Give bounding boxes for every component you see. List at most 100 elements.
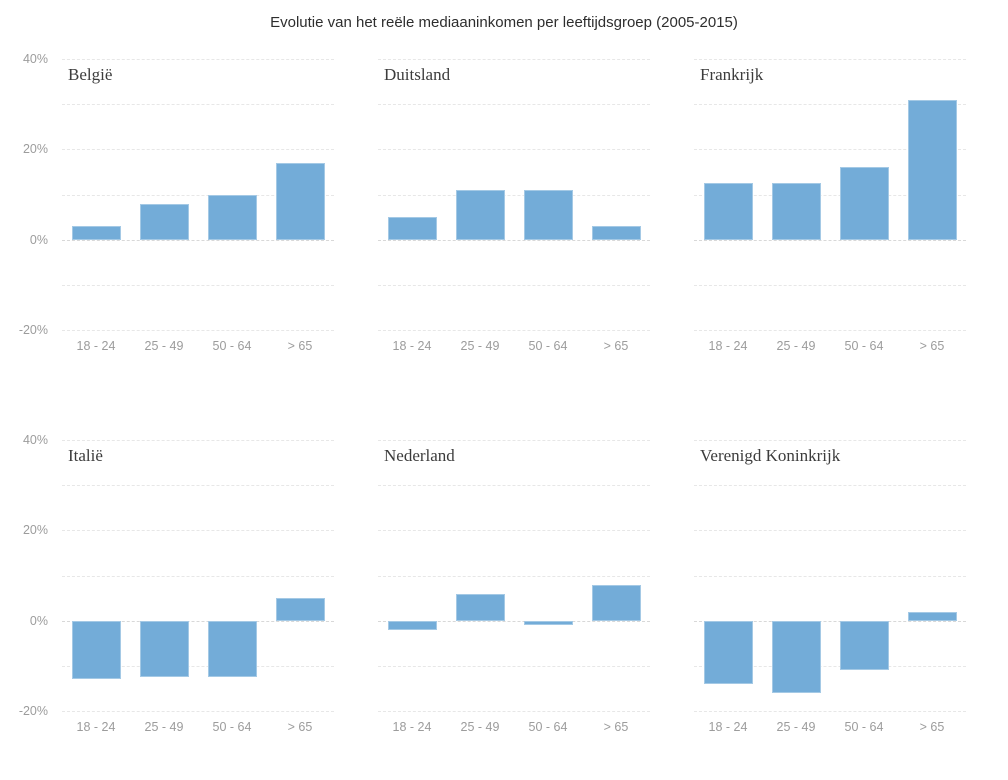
- x-tick-label: 25 - 49: [776, 720, 816, 734]
- x-axis-labels: 18 - 24 25 - 49 50 - 64 > 65: [62, 720, 334, 734]
- gridline-30: [378, 104, 650, 106]
- chart-row-top: 40% 20% 0% -20% België 18 - 24 25 - 49 50 - 6…: [0, 52, 1008, 353]
- x-tick-label: 50 - 64: [844, 720, 884, 734]
- panel-title: Nederland: [384, 446, 455, 465]
- x-tick-label: > 65: [603, 339, 629, 353]
- gridline--10: [378, 284, 650, 286]
- chart-panel-duitsland: Duitsland 18 - 24 25 - 49 50 - 64 > 65: [378, 59, 650, 353]
- y-tick-label: 40%: [22, 52, 48, 66]
- bar-65-2pct: [907, 611, 957, 621]
- gridline-40: [378, 440, 650, 441]
- x-tick-label: 50 - 64: [212, 720, 252, 734]
- x-axis-labels: 18 - 24 25 - 49 50 - 64 > 65: [694, 720, 966, 734]
- x-tick-label: 18 - 24: [708, 720, 748, 734]
- panel-title: Frankrijk: [700, 65, 764, 84]
- gridline-30: [62, 104, 334, 106]
- gridline--10: [694, 665, 966, 667]
- gridline--20: [694, 330, 966, 331]
- panel-title: Verenigd Koninkrijk: [700, 446, 841, 465]
- x-axis-labels: 18 - 24 25 - 49 50 - 64 > 65: [62, 339, 334, 353]
- x-tick-label: > 65: [919, 339, 945, 353]
- y-tick-label: 40%: [22, 433, 48, 447]
- gridline--10: [694, 284, 966, 286]
- chart-title: Evolutie van het reële mediaaninkomen pe…: [270, 14, 738, 31]
- zero-gridline: [62, 620, 334, 622]
- bar-65-3pct: [591, 226, 641, 240]
- gridline--10: [378, 665, 650, 667]
- x-tick-label: > 65: [287, 339, 313, 353]
- x-tick-label: > 65: [603, 720, 629, 734]
- bar-18-24--13pct: [71, 620, 121, 680]
- x-tick-label: 25 - 49: [144, 339, 184, 353]
- zero-gridline: [694, 239, 966, 241]
- plot-area: Italië: [62, 440, 334, 712]
- gridline-10: [694, 575, 966, 577]
- chart-row-bottom: 40% 20% 0% -20% Italië 18 - 24 25 - 49 50 - 6…: [0, 433, 1008, 734]
- bar-25-49--16pct: [771, 620, 821, 693]
- gridline--10: [62, 665, 334, 667]
- bar-25-49-11pct: [455, 189, 505, 240]
- gridline-30: [694, 104, 966, 106]
- gridline-20: [694, 530, 966, 532]
- gridline-10: [62, 575, 334, 577]
- bar-18-24-3pct: [71, 226, 121, 240]
- gridline-10: [378, 194, 650, 196]
- bar-50-64-11pct: [523, 189, 573, 240]
- bar-50-64--11pct: [839, 620, 889, 671]
- panel-title: Italië: [68, 446, 103, 465]
- gridline-20: [62, 530, 334, 532]
- bar-25-49-8pct: [139, 203, 189, 240]
- gridline--20: [694, 711, 966, 712]
- x-tick-label: 25 - 49: [776, 339, 816, 353]
- chart-panel-nederland: Nederland 18 - 24 25 - 49 50 - 64 > 65: [378, 440, 650, 734]
- gridline-10: [378, 575, 650, 577]
- y-axis-labels: 40% 20% 0% -20%: [0, 433, 50, 718]
- chart-panel-verenigd-koninkrijk: Verenigd Koninkrijk 18 - 24 25 - 49 50 - 6…: [694, 440, 966, 734]
- zero-gridline: [694, 620, 966, 622]
- zero-gridline: [378, 620, 650, 622]
- x-tick-label: 18 - 24: [708, 339, 748, 353]
- bar-25-49-6pct: [455, 593, 505, 621]
- gridline-10: [62, 194, 334, 196]
- gridline-40: [378, 59, 650, 60]
- gridline-30: [62, 485, 334, 487]
- panel-title: België: [68, 65, 113, 84]
- bar-18-24--2pct: [387, 620, 437, 630]
- gridline-40: [62, 59, 334, 60]
- gridline-30: [694, 485, 966, 487]
- plot-area: Verenigd Koninkrijk: [694, 440, 966, 712]
- plot-area: Duitsland: [378, 59, 650, 331]
- bar-50-64--1pct: [523, 620, 573, 626]
- gridline-40: [694, 59, 966, 60]
- bar-18-24-12.5pct: [703, 183, 753, 240]
- x-tick-label: 50 - 64: [528, 339, 568, 353]
- gridline-10: [694, 194, 966, 196]
- bar-50-64-16pct: [839, 167, 889, 240]
- x-tick-label: 25 - 49: [460, 339, 500, 353]
- panel-title: Duitsland: [384, 65, 451, 84]
- x-tick-label: 18 - 24: [76, 720, 116, 734]
- x-axis-labels: 18 - 24 25 - 49 50 - 64 > 65: [694, 339, 966, 353]
- gridline--20: [378, 330, 650, 331]
- gridline--20: [378, 711, 650, 712]
- bar-18-24--14pct: [703, 620, 753, 684]
- chart-panel-italie: Italië 18 - 24 25 - 49 50 - 64 > 65: [62, 440, 334, 734]
- gridline--20: [62, 711, 334, 712]
- x-tick-label: > 65: [919, 720, 945, 734]
- bar-65-17pct: [275, 162, 325, 240]
- y-tick-label: 20%: [22, 523, 48, 538]
- plot-area: Frankrijk: [694, 59, 966, 331]
- gridline--10: [62, 284, 334, 286]
- gridline-20: [694, 149, 966, 151]
- x-tick-label: 18 - 24: [392, 339, 432, 353]
- y-tick-label: -20%: [18, 704, 48, 718]
- gridline-40: [62, 440, 334, 441]
- x-tick-label: 18 - 24: [76, 339, 116, 353]
- y-axis-labels: 40% 20% 0% -20%: [0, 52, 50, 337]
- x-tick-label: 50 - 64: [844, 339, 884, 353]
- bar-25-49-12.5pct: [771, 183, 821, 240]
- bar-50-64--12.5pct: [207, 620, 257, 678]
- gridline-40: [694, 440, 966, 441]
- y-tick-label: -20%: [18, 323, 48, 337]
- x-axis-labels: 18 - 24 25 - 49 50 - 64 > 65: [378, 339, 650, 353]
